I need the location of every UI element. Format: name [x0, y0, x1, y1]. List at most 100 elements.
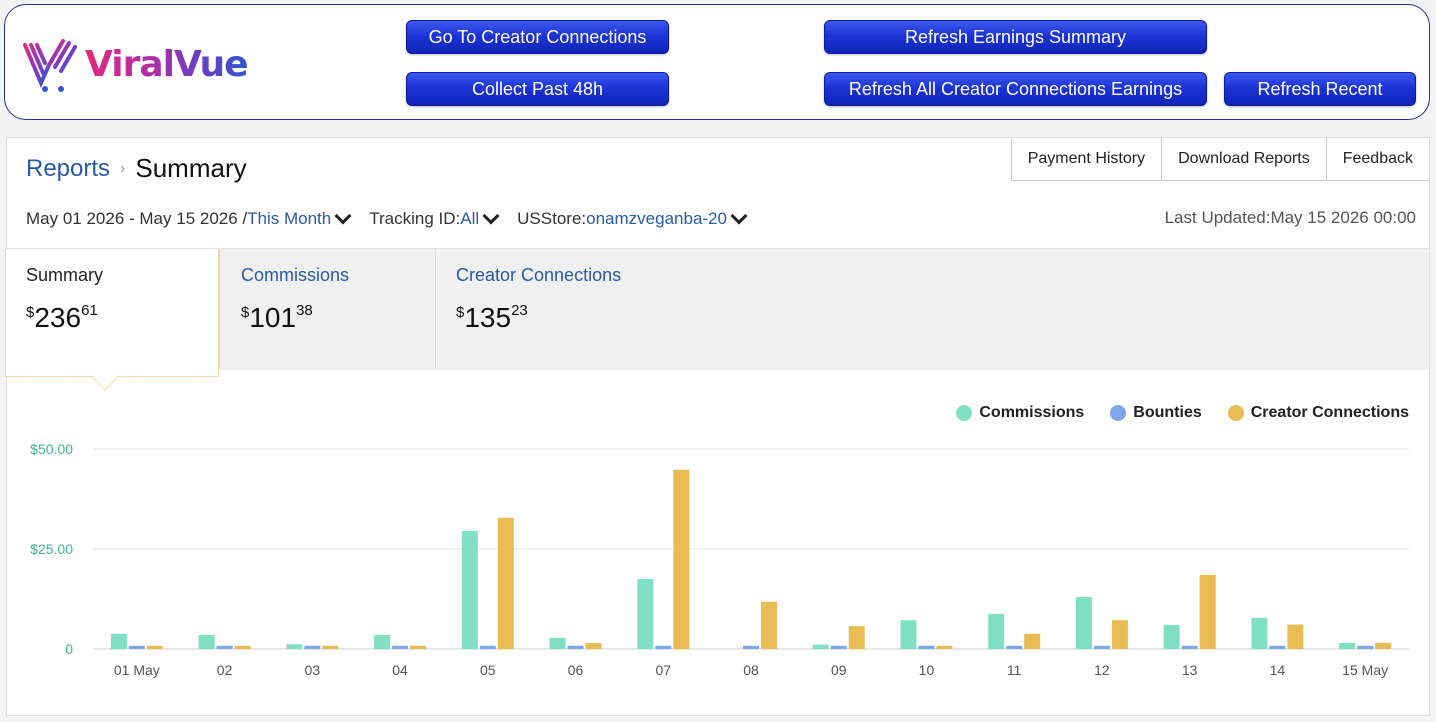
breadcrumb-separator-icon: › — [120, 159, 126, 177]
tab-divider — [435, 249, 436, 369]
bar-bounties[interactable] — [830, 645, 847, 649]
tab-divider — [219, 249, 220, 369]
bar-creator-connections[interactable] — [936, 645, 953, 649]
amount-whole: 236 — [34, 302, 82, 333]
amount-cents: 38 — [296, 302, 313, 319]
bar-creator-connections[interactable] — [1375, 643, 1392, 649]
currency-symbol: $ — [26, 304, 35, 321]
bar-commissions[interactable] — [1339, 643, 1356, 649]
breadcrumb-reports-link[interactable]: Reports — [26, 154, 111, 182]
bar-commissions[interactable] — [1251, 617, 1268, 649]
bar-bounties[interactable] — [1181, 645, 1198, 649]
bar-creator-connections[interactable] — [410, 645, 427, 649]
tab-creator-connections[interactable]: Creator Connections $13523 — [436, 249, 696, 369]
bar-creator-connections[interactable] — [146, 645, 163, 649]
chart-legend: Commissions Bounties Creator Connections — [930, 404, 1409, 422]
bar-commissions[interactable] — [900, 620, 917, 649]
x-tick-label: 12 — [1094, 662, 1110, 678]
refresh-all-creator-connections-earnings-button[interactable]: Refresh All Creator Connections Earnings — [824, 72, 1207, 106]
page-title: Summary — [135, 153, 247, 183]
bar-creator-connections[interactable] — [761, 601, 777, 649]
bar-bounties[interactable] — [655, 645, 672, 649]
tab-commissions-label: Commissions — [241, 265, 350, 285]
amount-cents: 23 — [511, 302, 528, 319]
bar-creator-connections[interactable] — [1111, 620, 1128, 649]
tracking-id-label: Tracking ID: — [369, 209, 461, 228]
bar-commissions[interactable] — [1163, 625, 1180, 649]
bar-commissions[interactable] — [198, 635, 215, 649]
chevron-down-icon[interactable] — [334, 207, 352, 225]
bar-plot: 0 $25.00 $50.00 01 May 02 03 04 05 06 07 08 09 10 11 1… — [30, 441, 1409, 678]
tab-creator-connections-label: Creator Connections — [456, 265, 622, 285]
bar-bounties[interactable] — [918, 645, 935, 649]
commissions-amount: $10138 — [241, 302, 435, 334]
bar-commissions[interactable] — [637, 579, 654, 649]
bar-bounties[interactable] — [1357, 645, 1374, 649]
currency-symbol: $ — [456, 304, 465, 321]
bar-bounties[interactable] — [567, 645, 584, 649]
bar-creator-connections[interactable] — [848, 626, 865, 649]
earnings-chart: Commissions Bounties Creator Connections… — [7, 382, 1429, 716]
bar-bounties[interactable] — [1006, 645, 1023, 649]
period-dropdown[interactable]: This Month — [247, 209, 332, 228]
x-tick-label: 11 — [1007, 662, 1022, 678]
bar-bounties[interactable] — [1269, 645, 1286, 649]
bar-bounties[interactable] — [392, 645, 409, 649]
store-dropdown[interactable]: onamzveganba-20 — [586, 209, 727, 228]
bar-bounties[interactable] — [1093, 645, 1110, 649]
bar-bounties[interactable] — [479, 645, 496, 649]
x-tick-label: 08 — [743, 662, 759, 678]
bar-creator-connections[interactable] — [234, 645, 251, 649]
bar-commissions[interactable] — [374, 635, 391, 649]
date-filter: May 01 2026 - May 15 2026 / This Month — [26, 207, 352, 229]
bar-commissions[interactable] — [812, 644, 829, 649]
y-tick-label: $50.00 — [30, 441, 73, 457]
tab-summary[interactable]: Summary $23661 — [5, 249, 219, 391]
feedback-button[interactable]: Feedback — [1325, 138, 1429, 180]
legend-commissions[interactable]: Commissions — [956, 404, 1084, 422]
bar-commissions[interactable] — [286, 644, 303, 649]
report-actions: Payment History Download Reports Feedbac… — [1010, 138, 1429, 181]
filters-bar: May 01 2026 - May 15 2026 / This Month T… — [26, 207, 765, 229]
logo-mark-icon — [23, 39, 77, 92]
store-label: USStore: — [517, 209, 587, 228]
bar-commissions[interactable] — [549, 637, 566, 649]
bar-bounties[interactable] — [128, 645, 145, 649]
chevron-down-icon[interactable] — [482, 207, 500, 225]
bar-commissions[interactable] — [988, 613, 1005, 649]
tracking-id-dropdown[interactable]: All — [460, 209, 480, 228]
x-tick-label: 10 — [919, 662, 935, 678]
bar-bounties[interactable] — [743, 645, 759, 649]
bar-bounties[interactable] — [216, 645, 233, 649]
legend-creator-connections[interactable]: Creator Connections — [1227, 404, 1409, 422]
x-tick-label: 04 — [392, 662, 408, 678]
bar-creator-connections[interactable] — [497, 517, 514, 649]
payment-history-button[interactable]: Payment History — [1011, 138, 1162, 180]
currency-symbol: $ — [241, 304, 250, 321]
bar-creator-connections[interactable] — [322, 645, 339, 649]
brand-name: ViralVue — [85, 44, 249, 85]
refresh-recent-button[interactable]: Refresh Recent — [1224, 72, 1416, 106]
bar-commissions[interactable] — [461, 531, 478, 649]
bar-creator-connections[interactable] — [673, 469, 690, 649]
bar-commissions[interactable] — [1075, 597, 1092, 649]
tab-commissions[interactable]: Commissions $10138 — [221, 249, 435, 369]
bar-bounties[interactable] — [304, 645, 321, 649]
bar-commissions[interactable] — [110, 633, 127, 649]
creator-connections-dot-icon — [1227, 405, 1244, 421]
x-tick-label: 13 — [1182, 662, 1198, 678]
bar-creator-connections[interactable] — [1024, 633, 1041, 649]
go-to-creator-connections-button[interactable]: Go To Creator Connections — [406, 20, 669, 54]
tracking-filter: Tracking ID: All — [369, 207, 500, 229]
collect-past-48h-button[interactable]: Collect Past 48h — [406, 72, 669, 106]
bar-creator-connections[interactable] — [585, 643, 602, 649]
tab-summary-label: Summary — [26, 265, 104, 285]
legend-bounties[interactable]: Bounties — [1110, 404, 1202, 422]
download-reports-button[interactable]: Download Reports — [1161, 138, 1326, 180]
date-range-text: May 01 2026 - May 15 2026 / — [26, 209, 248, 228]
bar-creator-connections[interactable] — [1199, 575, 1216, 649]
refresh-earnings-summary-button[interactable]: Refresh Earnings Summary — [824, 20, 1207, 54]
chevron-down-icon[interactable] — [730, 207, 748, 225]
bar-creator-connections[interactable] — [1287, 624, 1304, 649]
summary-amount: $23661 — [26, 302, 218, 334]
